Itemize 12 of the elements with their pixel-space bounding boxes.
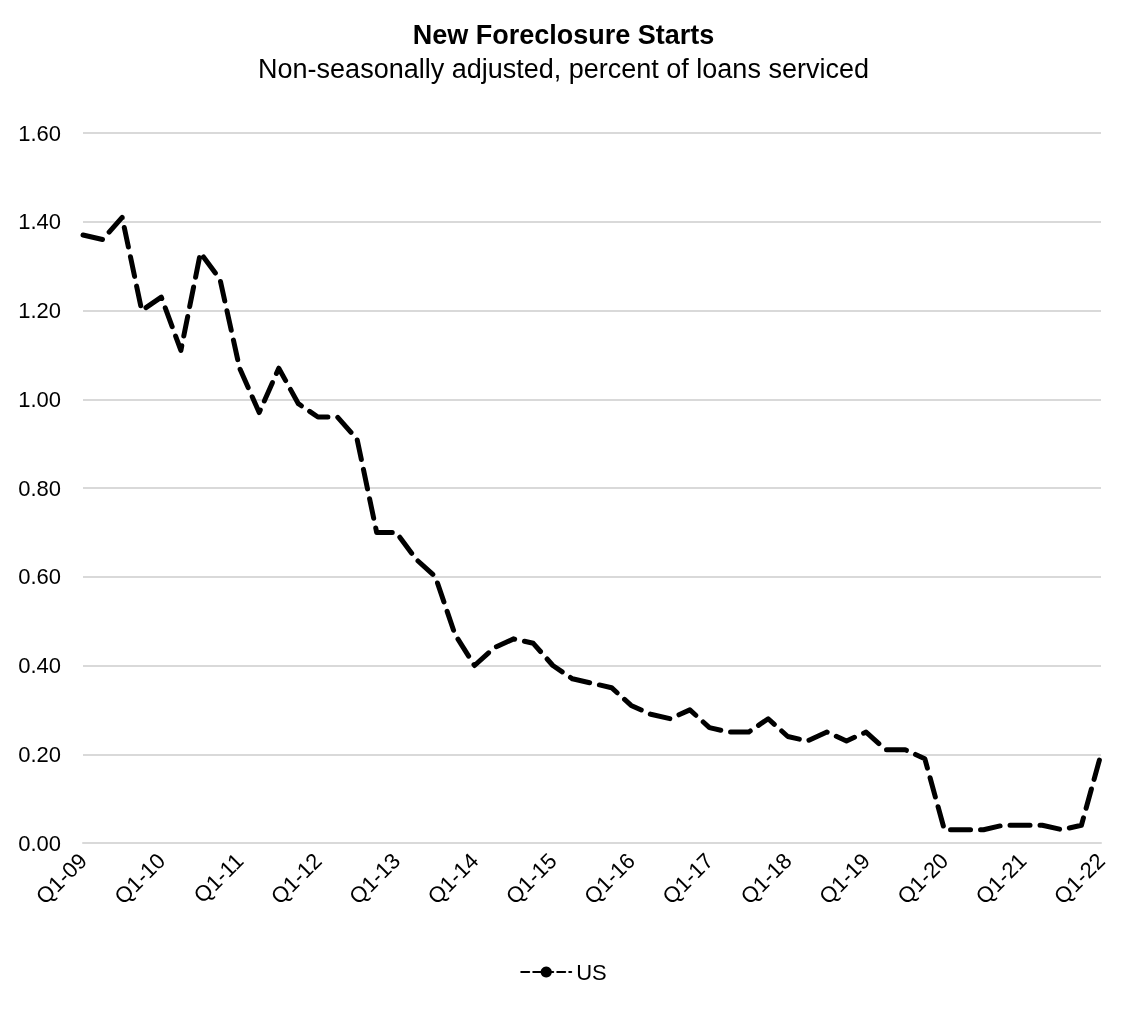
y-tick-label: 1.40 (18, 209, 61, 235)
chart-subtitle: Non-seasonally adjusted, percent of loans serviced (258, 53, 869, 84)
y-tick-label: 1.20 (18, 298, 61, 323)
chart-title: New Foreclosure Starts (412, 19, 715, 50)
y-tick-label: 0.00 (18, 830, 61, 856)
legend-label: US (576, 959, 607, 985)
y-tick-label: 0.80 (18, 475, 61, 501)
y-tick-label: 0.60 (18, 564, 61, 590)
y-tick-label: 0.40 (18, 653, 61, 678)
y-tick-label: 0.20 (18, 741, 61, 767)
y-tick-label: 1.00 (18, 386, 61, 412)
y-tick-label: 1.60 (18, 120, 61, 146)
